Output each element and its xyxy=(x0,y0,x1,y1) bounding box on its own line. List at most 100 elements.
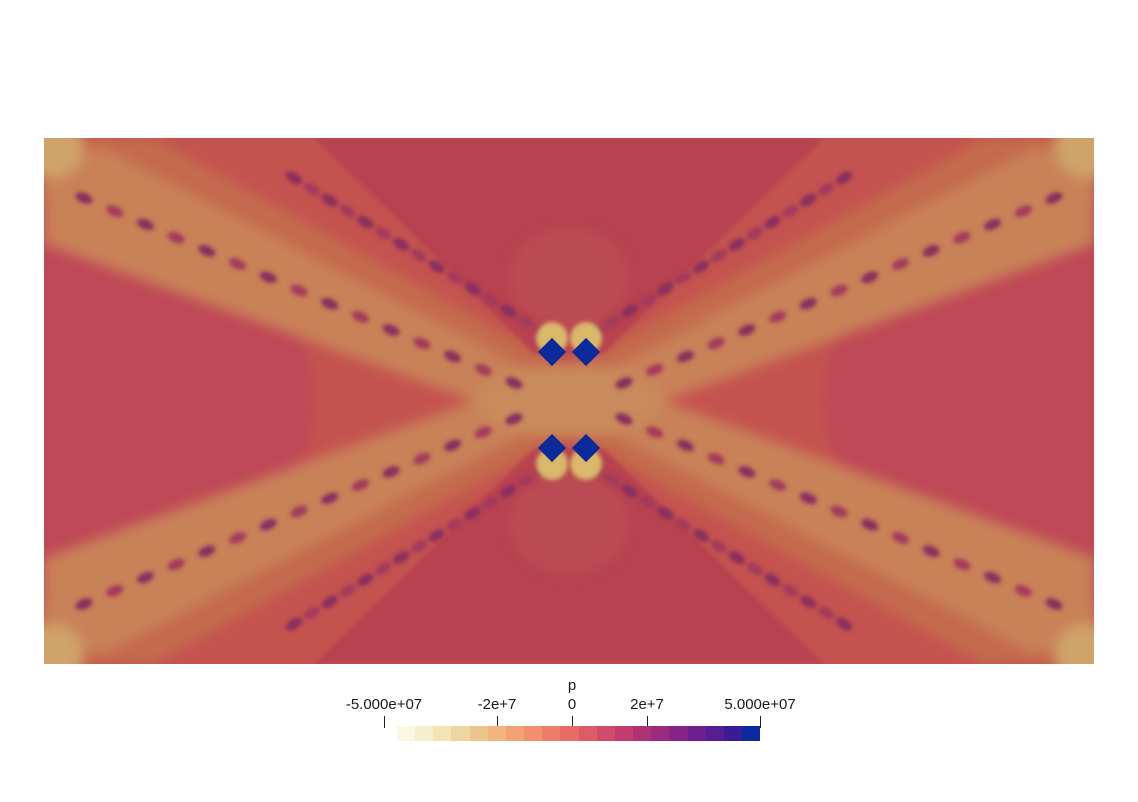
band-bead xyxy=(861,271,879,284)
band-bead xyxy=(800,595,817,609)
band-bead xyxy=(891,258,909,270)
band-bead xyxy=(615,413,633,425)
band-bead xyxy=(464,506,481,520)
band-bead xyxy=(444,350,462,363)
colorbar-cell xyxy=(524,726,543,741)
band-bead xyxy=(375,562,392,576)
colorbar-cell xyxy=(560,726,579,741)
band-bead xyxy=(764,215,781,229)
band-bead xyxy=(321,595,338,609)
band-bead xyxy=(285,617,303,631)
colorbar-cell xyxy=(578,726,597,741)
band-bead xyxy=(746,562,763,576)
band-bead xyxy=(646,363,664,376)
band-bead xyxy=(500,304,517,318)
band-bead xyxy=(393,551,410,564)
band-bead xyxy=(676,439,694,452)
band-bead xyxy=(693,529,710,542)
tick-mark-zero xyxy=(572,716,573,728)
band-bead xyxy=(321,297,339,310)
tick-label-min: -5.000e+07 xyxy=(345,696,423,713)
band-bead xyxy=(675,517,692,531)
tick-label-pos2e7: 2e+7 xyxy=(630,696,664,713)
band-bead xyxy=(746,226,763,240)
band-bead xyxy=(818,182,835,196)
band-bead xyxy=(444,439,462,452)
band-bead xyxy=(229,258,247,270)
band-bead xyxy=(1045,192,1063,204)
band-bead xyxy=(393,238,410,251)
band-bead xyxy=(615,377,633,389)
colorbar-cell xyxy=(669,726,688,741)
band-bead xyxy=(953,231,971,244)
band-bead xyxy=(446,517,463,531)
corner-highlights xyxy=(44,138,1094,664)
band-bead xyxy=(339,584,356,598)
band-bead xyxy=(603,315,620,329)
band-bead xyxy=(621,484,638,498)
colorbar-cell xyxy=(633,726,652,741)
colorbar-cell xyxy=(415,726,434,741)
band-bead xyxy=(357,573,374,587)
band-bead xyxy=(259,518,277,531)
colorbar-cell xyxy=(614,726,634,741)
band-bead xyxy=(351,479,369,491)
band-bead xyxy=(621,304,638,318)
band-bead xyxy=(830,284,848,297)
colorbar-cell xyxy=(487,726,506,741)
band-bead xyxy=(799,297,817,310)
band-bead xyxy=(738,466,756,478)
colorbar-gradient xyxy=(397,726,761,741)
band-bead xyxy=(413,337,431,350)
band-bead xyxy=(290,505,308,518)
band-bead xyxy=(769,479,787,491)
band-bead xyxy=(799,492,817,505)
band-bead xyxy=(646,426,664,439)
band-bead xyxy=(675,271,692,285)
band-bead xyxy=(1045,598,1063,610)
band-bead xyxy=(1014,584,1032,597)
tick-label-neg2e7: -2e+7 xyxy=(477,696,517,713)
band-bead xyxy=(382,324,400,336)
tick-label-max: 5.000e+07 xyxy=(724,696,796,713)
band-bead xyxy=(482,495,499,509)
colorbar-cell xyxy=(469,726,488,741)
band-bead xyxy=(482,293,499,307)
band-bead xyxy=(707,452,725,465)
band-bead xyxy=(446,271,463,285)
band-bead xyxy=(303,606,320,620)
band-bead xyxy=(198,545,216,557)
band-bead xyxy=(693,260,710,273)
band-bead xyxy=(474,363,492,376)
band-bead xyxy=(764,573,781,587)
band-bead xyxy=(505,413,523,425)
bottom-blob xyxy=(509,474,629,574)
top-blob xyxy=(509,228,629,328)
colorbar-cell xyxy=(705,726,724,741)
band-bead xyxy=(106,205,124,218)
colorbar-cell xyxy=(723,726,742,741)
band-bead xyxy=(657,506,674,520)
band-bead xyxy=(782,204,799,218)
band-bead xyxy=(290,284,308,297)
band-bead xyxy=(835,617,853,631)
colorbar-cell xyxy=(433,726,452,741)
colorbar-cell xyxy=(651,726,670,741)
band-bead xyxy=(835,171,853,185)
band-bead xyxy=(75,598,93,610)
band-bead xyxy=(830,505,848,518)
colorbar-cell xyxy=(687,726,706,741)
tick-mark-min xyxy=(384,716,385,728)
band-bead xyxy=(285,171,303,185)
band-bead xyxy=(321,193,338,207)
tick-mark-pos2e7 xyxy=(647,716,648,728)
band-bead xyxy=(710,540,728,553)
center-core xyxy=(474,365,664,437)
tick-mark-max xyxy=(760,716,761,728)
band-bead xyxy=(428,260,445,273)
band-bead xyxy=(738,324,756,336)
band-bead xyxy=(818,606,835,620)
band-bead xyxy=(375,226,392,240)
colorbar-cell xyxy=(451,726,470,741)
